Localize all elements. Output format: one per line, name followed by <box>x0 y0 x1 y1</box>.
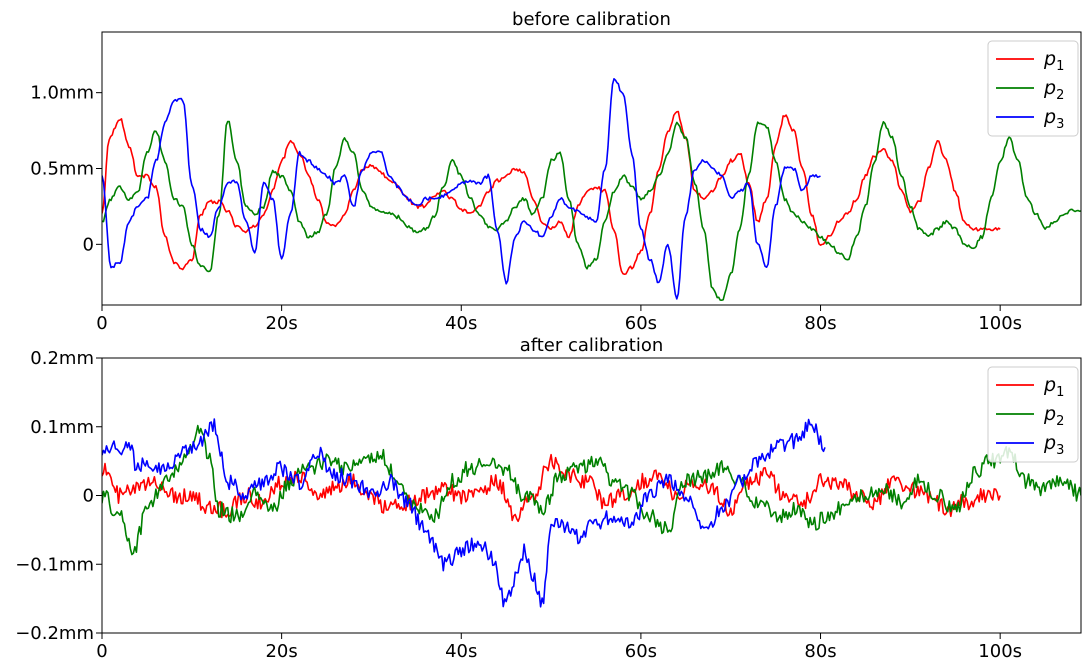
panel-2: after calibration 0 20s 40s 60s 80s 100s −0.2mm… <box>15 335 1082 658</box>
y-tick-label: 0.5mm <box>30 159 94 180</box>
series-line-p1 <box>102 110 1001 276</box>
x-tick-label: 80s <box>804 313 836 334</box>
series-group <box>102 78 1081 302</box>
y-tick-label: −0.1mm <box>15 554 94 575</box>
x-tick-label: 100s <box>978 313 1022 334</box>
legend: p1 p2 p3 <box>987 366 1079 463</box>
panel-1: before calibration 0 20s 40s 60s 80s 100s 0 0.5m… <box>30 9 1082 334</box>
series-group <box>102 418 1081 608</box>
x-tick-label: 40s <box>445 313 477 334</box>
legend-label-p3: p3 <box>1043 106 1064 132</box>
series-line-p1 <box>102 453 1001 523</box>
y-tick-label: 0 <box>83 486 94 507</box>
y-tick-label: 0.2mm <box>30 348 94 369</box>
legend-label-p1: p1 <box>1043 374 1064 400</box>
x-tick-label: 0 <box>96 313 107 334</box>
x-tick-label: 60s <box>625 641 657 658</box>
y-tick-label: 1.0mm <box>30 83 94 104</box>
y-tick-label: 0.1mm <box>30 417 94 438</box>
x-tick-label: 40s <box>445 641 477 658</box>
y-tick-label: 0 <box>83 234 94 255</box>
x-tick-label: 80s <box>804 641 836 658</box>
legend-label-p3: p3 <box>1043 432 1064 458</box>
chart-title: after calibration <box>520 335 664 356</box>
legend-label-p2: p2 <box>1043 403 1064 429</box>
series-line-p3 <box>102 78 821 300</box>
x-tick-label: 60s <box>625 313 657 334</box>
x-tick-label: 20s <box>265 313 297 334</box>
x-tick-label: 20s <box>265 641 297 658</box>
plot-frame <box>101 357 1082 634</box>
x-tick-label: 100s <box>978 641 1022 658</box>
legend: p1 p2 p3 <box>987 40 1079 137</box>
y-tick-label: −0.2mm <box>15 623 94 644</box>
series-line-p2 <box>102 120 1081 302</box>
legend-label-p2: p2 <box>1043 77 1064 103</box>
chart-title: before calibration <box>512 9 671 30</box>
series-line-p3 <box>102 418 826 608</box>
legend-label-p1: p1 <box>1043 48 1064 74</box>
x-tick-label: 0 <box>96 641 107 658</box>
series-line-p2 <box>102 424 1081 556</box>
